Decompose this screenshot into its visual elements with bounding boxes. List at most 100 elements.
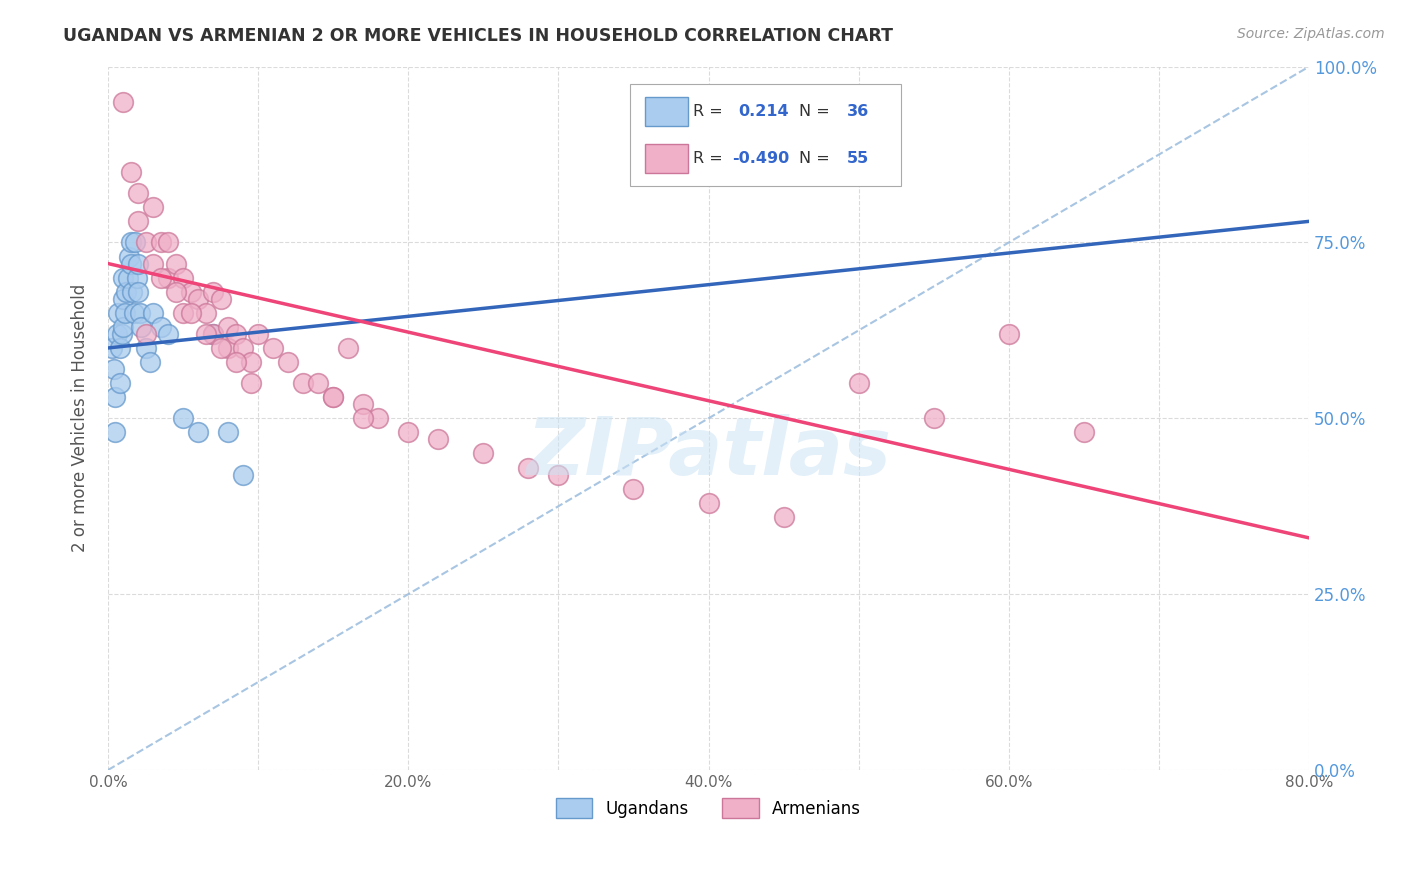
Point (262, 341, 284, 355)
Point (149, 235, 172, 250)
Point (172, 411, 194, 425)
Point (114, 306, 136, 320)
Point (225, 355, 247, 369)
Point (772, 509, 794, 524)
Point (202, 326, 225, 341)
Point (337, 341, 360, 355)
Point (232, 467, 254, 482)
Point (225, 326, 247, 341)
Text: R =: R = (693, 151, 728, 166)
FancyBboxPatch shape (645, 97, 688, 127)
Point (998, 326, 1021, 341)
Point (120, 256, 142, 270)
Point (172, 306, 194, 320)
Point (623, 482, 645, 496)
Text: ZIPatlas: ZIPatlas (526, 415, 891, 492)
Point (129, 319, 152, 334)
Point (124, 235, 146, 250)
Point (239, 355, 262, 369)
Point (149, 319, 172, 334)
Legend: Ugandans, Armenians: Ugandans, Armenians (550, 791, 868, 825)
Text: UGANDAN VS ARMENIAN 2 OR MORE VEHICLES IN HOUSEHOLD CORRELATION CHART: UGANDAN VS ARMENIAN 2 OR MORE VEHICLES I… (63, 27, 893, 45)
Point (101, 341, 124, 355)
Point (209, 292, 232, 306)
Point (117, 270, 139, 285)
Point (128, 306, 150, 320)
Point (472, 446, 495, 460)
Point (180, 306, 202, 320)
Point (120, 165, 142, 179)
Point (307, 376, 329, 391)
Point (322, 390, 344, 404)
Point (111, 292, 134, 306)
Point (202, 285, 225, 299)
Point (209, 341, 232, 355)
Point (105, 326, 128, 341)
Point (547, 467, 569, 482)
Point (149, 270, 172, 285)
Text: 55: 55 (846, 151, 869, 166)
Point (217, 341, 239, 355)
Point (142, 200, 165, 214)
Point (187, 425, 209, 440)
Point (352, 397, 374, 411)
Point (322, 390, 344, 404)
Point (396, 425, 419, 440)
Point (142, 256, 165, 270)
Point (194, 326, 217, 341)
Text: 0.214: 0.214 (738, 104, 789, 120)
Point (1073, 425, 1095, 440)
Point (135, 341, 157, 355)
Text: R =: R = (693, 104, 728, 120)
Point (115, 285, 138, 299)
Point (217, 319, 239, 334)
Point (165, 256, 187, 270)
Point (180, 285, 202, 299)
Point (157, 270, 180, 285)
Text: Source: ZipAtlas.com: Source: ZipAtlas.com (1237, 27, 1385, 41)
Point (111, 319, 134, 334)
Y-axis label: 2 or more Vehicles in Household: 2 or more Vehicles in Household (72, 285, 89, 552)
FancyBboxPatch shape (645, 144, 688, 173)
Point (121, 285, 143, 299)
Text: N =: N = (799, 151, 835, 166)
Point (107, 306, 129, 320)
Point (517, 460, 540, 475)
Point (367, 411, 389, 425)
Point (217, 425, 239, 440)
Point (127, 285, 149, 299)
Point (110, 326, 132, 341)
Point (120, 235, 142, 250)
Point (165, 285, 187, 299)
Point (104, 425, 127, 440)
Point (127, 214, 149, 228)
Point (697, 496, 720, 510)
Point (139, 355, 162, 369)
Point (108, 341, 131, 355)
Point (194, 306, 217, 320)
Point (103, 362, 125, 376)
Point (292, 376, 315, 391)
Point (922, 411, 945, 425)
Text: -0.490: -0.490 (733, 151, 790, 166)
Point (122, 306, 145, 320)
Text: N =: N = (799, 104, 835, 120)
Point (202, 326, 225, 341)
Point (135, 326, 157, 341)
Point (187, 292, 209, 306)
Point (135, 235, 157, 250)
FancyBboxPatch shape (630, 84, 901, 186)
Point (111, 95, 134, 109)
Point (108, 376, 131, 391)
Point (157, 235, 180, 250)
Point (848, 376, 870, 391)
Text: 36: 36 (846, 104, 869, 120)
Point (427, 433, 450, 447)
Point (157, 326, 180, 341)
Point (104, 390, 127, 404)
Point (232, 341, 254, 355)
Point (125, 270, 148, 285)
Point (277, 355, 299, 369)
Point (127, 186, 149, 201)
Point (111, 270, 134, 285)
